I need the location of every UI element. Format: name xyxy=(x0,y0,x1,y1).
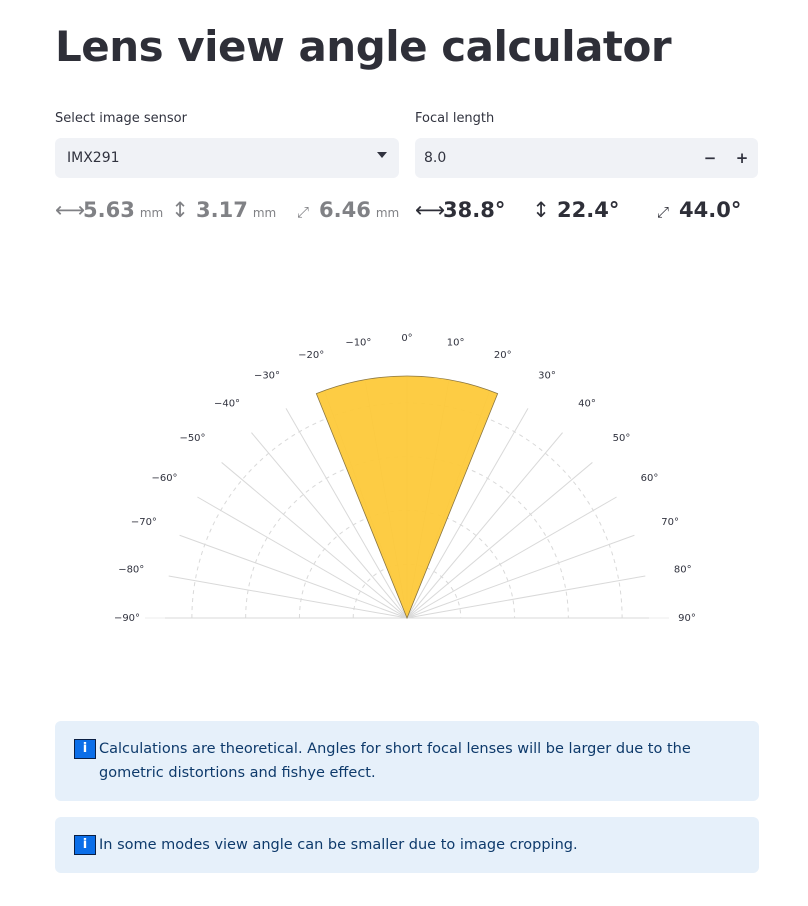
polar-angle-label: 80° xyxy=(674,564,692,575)
info-alert-text: Calculations are theoretical. Angles for… xyxy=(99,741,691,781)
diagonal-arrow-icon: ⤢ xyxy=(296,203,309,221)
chevron-down-icon[interactable] xyxy=(377,152,387,158)
focal-length-input[interactable]: 8.0 − + xyxy=(415,138,758,178)
view-angle-sector xyxy=(315,375,499,620)
decrement-button[interactable]: − xyxy=(703,149,717,167)
polar-grid-spoke xyxy=(406,575,646,619)
info-alert-cropping: i In some modes view angle can be smalle… xyxy=(55,817,759,873)
polar-angle-label: −20° xyxy=(298,350,324,361)
sensor-width-unit: mm xyxy=(139,206,164,220)
sensor-select-label: Select image sensor xyxy=(55,111,187,126)
polar-angle-label: 60° xyxy=(641,473,659,484)
sensor-select[interactable]: IMX291 xyxy=(55,138,399,178)
polar-grid-spoke xyxy=(285,408,408,619)
polar-grid-spoke xyxy=(406,496,617,619)
polar-grid-spoke xyxy=(179,534,408,619)
polar-grid-spoke xyxy=(406,432,563,619)
diagonal-arrow-icon: ⤢ xyxy=(656,203,669,221)
diagonal-angle-value: 44.0° xyxy=(679,198,742,222)
sensor-height-value: 3.17 xyxy=(196,198,248,222)
polar-angle-label: −70° xyxy=(131,517,157,528)
horizontal-arrow-icon: ⟷ xyxy=(415,198,446,222)
horizontal-angle-metric: ⟷ 38.8° xyxy=(415,198,505,230)
polar-angle-label: −10° xyxy=(345,337,371,348)
polar-angle-label: −90° xyxy=(114,613,140,624)
info-alert-theoretical: i Calculations are theoretical. Angles f… xyxy=(55,721,759,801)
polar-grid-spoke xyxy=(406,462,593,619)
diagonal-angle-metric: ⤢ 44.0° xyxy=(651,198,741,230)
sensor-width-metric: ⟷ 5.63 mm xyxy=(55,198,163,230)
polar-angle-label: 40° xyxy=(578,399,596,410)
polar-angle-label: 0° xyxy=(401,333,412,344)
focal-length-value[interactable]: 8.0 xyxy=(424,150,447,166)
info-icon: i xyxy=(74,739,96,759)
polar-angle-label: −60° xyxy=(151,473,177,484)
sensor-diagonal-value: 6.46 xyxy=(319,198,371,222)
polar-angle-label: 50° xyxy=(613,433,631,444)
polar-grid-spoke xyxy=(197,496,408,619)
sensor-height-metric: ↕ 3.17 mm xyxy=(168,198,276,230)
polar-angle-label: −80° xyxy=(118,564,144,575)
polar-angle-label: 90° xyxy=(678,613,696,624)
vertical-arrow-icon: ↕ xyxy=(532,198,550,222)
polar-angle-label: −50° xyxy=(179,433,205,444)
polar-angle-label: −30° xyxy=(254,371,280,382)
polar-angle-label: 70° xyxy=(661,517,679,528)
polar-grid-spoke xyxy=(221,462,408,619)
info-icon: i xyxy=(74,835,96,855)
info-alert-text: In some modes view angle can be smaller … xyxy=(99,837,578,853)
horizontal-arrow-icon: ⟷ xyxy=(55,198,86,222)
increment-button[interactable]: + xyxy=(735,149,749,167)
polar-angle-label: 30° xyxy=(538,371,556,382)
page-title: Lens view angle calculator xyxy=(55,22,672,71)
horizontal-angle-value: 38.8° xyxy=(443,198,506,222)
sensor-height-unit: mm xyxy=(252,206,277,220)
polar-grid-spoke xyxy=(406,534,635,619)
view-angle-polar-chart: −90° −80° −70° −60° −50° −40° −30° −20° −10° 0° 10… xyxy=(114,333,696,624)
focal-length-label: Focal length xyxy=(415,111,495,126)
sensor-select-value: IMX291 xyxy=(67,150,120,166)
polar-grid-ring xyxy=(352,563,462,619)
polar-grid-spoke xyxy=(406,408,529,619)
polar-angle-label: 20° xyxy=(494,350,512,361)
vertical-angle-metric: ↕ 22.4° xyxy=(529,198,619,230)
polar-angle-label: −40° xyxy=(214,399,240,410)
sensor-diagonal-metric: ⤢ 6.46 mm xyxy=(291,198,399,230)
sensor-width-value: 5.63 xyxy=(83,198,135,222)
vertical-angle-value: 22.4° xyxy=(557,198,620,222)
polar-grid-spoke xyxy=(168,575,408,619)
sensor-diagonal-unit: mm xyxy=(375,206,400,220)
polar-grid-spoke xyxy=(251,432,408,619)
polar-angle-label: 10° xyxy=(447,337,465,348)
vertical-arrow-icon: ↕ xyxy=(171,198,189,222)
